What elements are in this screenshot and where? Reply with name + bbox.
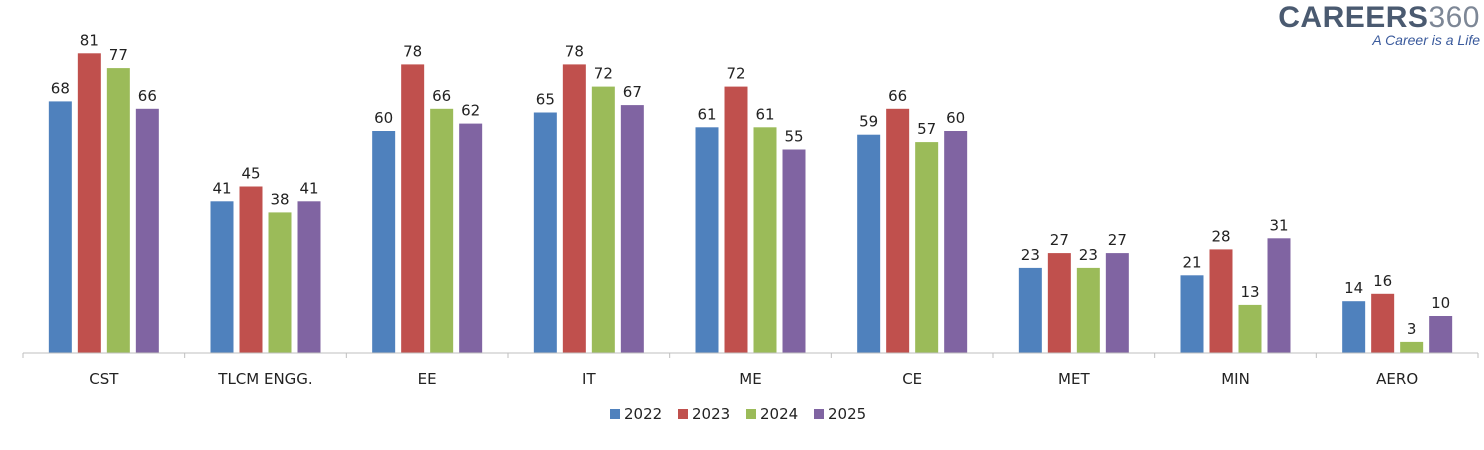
data-label: 66: [432, 87, 451, 105]
data-label: 68: [51, 79, 70, 97]
data-label: 72: [594, 65, 613, 83]
data-label: 14: [1344, 279, 1363, 297]
bar-aero-2025: [1429, 316, 1453, 353]
data-label: 77: [109, 46, 128, 64]
data-label: 78: [403, 42, 422, 60]
data-labels-group: 68 81 77 66 41 45 38 41 60 78 66 62 65 78 72 67 61 72 61 55…: [51, 31, 1450, 338]
x-tick-label: CST: [89, 370, 119, 388]
logo-wordmark: CAREERS360: [1278, 2, 1480, 34]
data-label: 27: [1108, 231, 1127, 249]
data-label: 23: [1079, 246, 1098, 264]
legend: 2022 2023 2024 2025: [610, 405, 866, 423]
data-label: 23: [1021, 246, 1040, 264]
x-tick-label: MIN: [1221, 370, 1250, 388]
data-label: 3: [1407, 320, 1417, 338]
bar-aero-2022: [1342, 301, 1366, 353]
bar-cst-2025: [135, 108, 159, 353]
bar-me-2023: [724, 86, 748, 353]
bar-ee-2024: [430, 108, 454, 353]
data-label: 41: [299, 179, 318, 197]
bar-met-2024: [1076, 267, 1100, 353]
data-label: 38: [270, 190, 289, 208]
bar-ee-2023: [401, 64, 425, 354]
data-label: 60: [374, 109, 393, 127]
data-label: 27: [1050, 231, 1069, 249]
logo-tagline: A Career is a Life: [1372, 32, 1480, 48]
data-label: 66: [138, 87, 157, 105]
legend-swatch-2023: [678, 409, 688, 419]
legend-swatch-2022: [610, 409, 620, 419]
x-tick-label: EE: [418, 370, 437, 388]
bar-tlcm-engg--2023: [239, 186, 263, 353]
bar-tlcm-engg--2024: [268, 212, 292, 353]
data-label: 60: [946, 109, 965, 127]
data-label: 78: [565, 42, 584, 60]
data-label: 16: [1373, 272, 1392, 290]
bar-cst-2022: [48, 101, 72, 354]
bar-met-2023: [1047, 253, 1071, 353]
bar-it-2025: [620, 105, 644, 353]
data-label: 10: [1431, 294, 1450, 312]
bar-met-2025: [1105, 253, 1129, 353]
bar-min-2024: [1238, 304, 1262, 353]
legend-label-2023: 2023: [692, 405, 730, 423]
bar-me-2024: [753, 127, 777, 353]
data-label: 28: [1211, 227, 1230, 245]
x-tick-label: CE: [902, 370, 922, 388]
bar-ce-2023: [886, 108, 910, 353]
bar-aero-2023: [1371, 293, 1395, 353]
data-label: 59: [859, 113, 878, 131]
data-label: 61: [697, 105, 716, 123]
logo-number: 360: [1428, 1, 1480, 34]
bar-it-2023: [562, 64, 586, 354]
bar-min-2025: [1267, 238, 1291, 353]
data-label: 31: [1269, 216, 1288, 234]
data-label: 61: [755, 105, 774, 123]
bar-me-2025: [782, 149, 806, 353]
data-label: 62: [461, 102, 480, 120]
x-axis: CST TLCM ENGG. EE IT ME CE MET MIN AERO: [22, 352, 1479, 388]
data-label: 55: [784, 128, 803, 146]
data-label: 45: [241, 165, 260, 183]
bar-ee-2022: [372, 131, 396, 353]
data-label: 13: [1240, 283, 1259, 301]
x-tick-label: ME: [739, 370, 761, 388]
data-label: 66: [888, 87, 907, 105]
bar-min-2022: [1180, 275, 1204, 353]
data-label: 65: [536, 91, 555, 109]
bar-it-2024: [591, 86, 615, 353]
logo-brand: CAREERS: [1278, 1, 1429, 34]
bar-min-2023: [1209, 249, 1233, 353]
data-label: 67: [623, 83, 642, 101]
bar-cst-2023: [77, 53, 101, 354]
data-label: 21: [1182, 253, 1201, 271]
bar-tlcm-engg--2025: [297, 201, 321, 353]
data-label: 81: [80, 31, 99, 49]
x-tick-label: TLCM ENGG.: [217, 370, 312, 388]
x-tick-label: AERO: [1376, 370, 1418, 388]
data-label: 57: [917, 120, 936, 138]
legend-label-2024: 2024: [760, 405, 798, 423]
x-tick-label: MET: [1058, 370, 1090, 388]
legend-swatch-2025: [814, 409, 824, 419]
bar-ce-2024: [915, 142, 939, 353]
legend-swatch-2024: [746, 409, 756, 419]
bar-ce-2022: [857, 134, 881, 353]
bar-cst-2024: [106, 68, 130, 353]
bar-aero-2024: [1400, 341, 1424, 353]
bars-group: [48, 53, 1453, 354]
data-label: 72: [726, 65, 745, 83]
bar-tlcm-engg--2022: [210, 201, 234, 353]
bar-met-2022: [1018, 267, 1042, 353]
x-tick-label: IT: [582, 370, 596, 388]
legend-label-2025: 2025: [828, 405, 866, 423]
careers360-logo: CAREERS360 A Career is a Life: [1278, 2, 1480, 49]
data-label: 41: [212, 179, 231, 197]
bar-ce-2025: [944, 131, 968, 353]
bar-it-2022: [533, 112, 557, 353]
legend-label-2022: 2022: [624, 405, 662, 423]
bar-me-2022: [695, 127, 719, 353]
bar-ee-2025: [459, 123, 483, 353]
